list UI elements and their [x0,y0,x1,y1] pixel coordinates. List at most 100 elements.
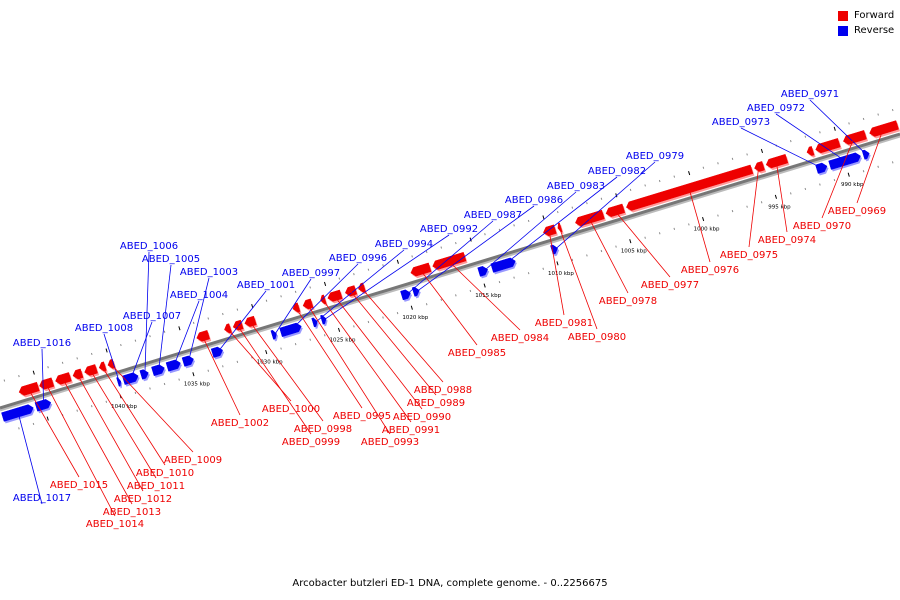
ruler-tick-lower [717,162,719,165]
forward-gene [605,203,626,217]
ruler-tick [847,172,850,177]
ruler-tick [760,201,763,204]
reverse-leader [323,234,450,321]
forward-gene [244,315,257,327]
ruler-tick-lower [3,379,6,382]
ruler-tick [18,427,20,430]
genome-caption: Arcobacter butzleri ED-1 DNA, complete g… [292,578,608,589]
ruler-tick [673,227,676,230]
ruler-tick-lower [294,290,297,293]
ruler-tick-lower [629,188,632,191]
ruler-tick [658,232,661,235]
ruler-tick [222,365,224,368]
reverse-gene-label: ABED_1006 [120,241,178,252]
forward-gene [754,161,765,172]
ruler-tick [367,320,370,324]
ruler-tick-lower [280,295,282,298]
reverse-leader [809,99,867,155]
ruler-tick-lower [440,246,443,249]
reverse-gene-label: ABED_0997 [282,268,340,279]
reverse-swatch [838,25,848,36]
forward-gene-label: ABED_1010 [136,468,194,479]
ruler-tick [527,272,530,275]
kbp-label: 1015 kbp [475,293,501,299]
forward-leader [237,325,312,435]
ruler-tick [644,236,646,239]
ruler-tick-lower [134,339,137,342]
reverse-gene-label: ABED_1004 [170,290,228,301]
forward-gene-label: ABED_0990 [393,412,451,423]
ruler-tick [774,194,777,199]
ruler-tick-lower [862,117,865,121]
ruler-tick-lower [236,308,239,311]
ruler-tick-lower [192,321,195,325]
ruler-tick [163,382,166,386]
reverse-leader [158,264,172,371]
ruler-tick-lower [542,215,545,220]
ruler-tick [207,369,210,372]
ruler-tick-lower [484,233,486,236]
ruler-tick [134,391,137,395]
reverse-leader [775,113,846,162]
forward-gene-label: ABED_0993 [361,437,419,448]
forward-leader [775,161,788,233]
ruler-tick [731,210,734,213]
forward-leader [748,166,760,248]
reverse-gene-label: ABED_1003 [180,267,238,278]
ruler-tick [353,325,355,328]
ruler-tick-lower [586,202,588,205]
forward-leader [226,328,292,402]
ruler-tick-lower [47,366,49,369]
reverse-gene-label: ABED_0979 [626,151,684,162]
forward-gene-label: ABED_0969 [828,206,886,217]
forward-gene [626,164,754,211]
ruler-tick [556,261,559,266]
ruler-tick [790,192,792,195]
ruler-tick [178,378,180,381]
forward-leader [588,218,629,294]
backbone-shadow [0,134,900,412]
reverse-gene [490,257,516,273]
reverse-leader [41,348,45,406]
forward-leader [360,287,444,383]
ruler-tick-lower [32,370,35,375]
reverse-gene-label: ABED_1007 [123,311,181,322]
reverse-leader [483,191,577,272]
forward-gene-label: ABED_0989 [407,398,465,409]
ruler-tick [833,178,836,182]
ruler-tick [469,289,472,293]
reverse-gene-label: ABED_0986 [505,195,563,206]
ruler-tick [542,267,544,270]
reverse-gene [181,355,194,367]
kbp-label: 1000 kbp [694,227,720,233]
ruler-tick [586,254,588,257]
forward-leader [249,321,324,422]
ruler-tick [571,258,574,261]
legend-forward-label: Forward [854,10,895,21]
reverse-leader [103,333,120,383]
forward-leader [558,227,598,330]
forward-leader [62,378,133,505]
forward-gene-label: ABED_1013 [103,507,161,518]
forward-leader [548,230,565,316]
forward-gene [765,153,789,169]
reverse-gene [311,317,318,328]
ruler-tick-lower [673,175,676,178]
forward-gene [224,323,232,334]
forward-gene [84,364,98,376]
forward-leader [28,388,80,478]
reverse-gene-label: ABED_0983 [547,181,605,192]
reverse-gene [139,369,149,380]
reverse-gene [400,289,411,301]
ruler-tick [819,183,821,186]
ruler-tick [410,305,413,310]
ruler-tick-lower [105,348,108,353]
reverse-leader [188,277,210,362]
ruler-tick-lower [90,352,93,356]
ruler-tick [90,405,93,408]
reverse-gene-label: ABED_0996 [329,253,387,264]
forward-leader [349,290,437,396]
forward-gene [302,298,314,310]
reverse-gene [320,314,327,325]
